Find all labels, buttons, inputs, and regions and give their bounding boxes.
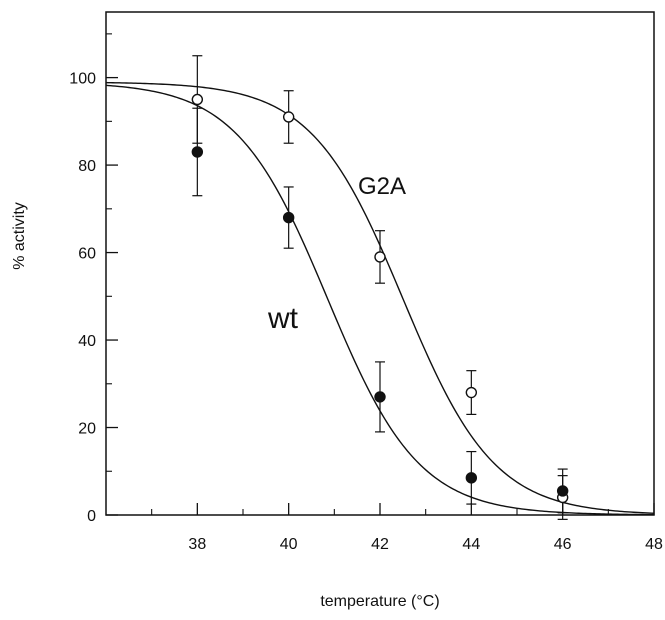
data-point-g2a <box>374 251 386 263</box>
error-bars <box>192 55 568 520</box>
y-tick-label: 100 <box>69 71 96 88</box>
y-tick-label: 80 <box>78 158 96 175</box>
x-tick-label: 44 <box>462 536 480 553</box>
series-label-g2a: G2A <box>358 173 406 200</box>
fit-curve-wt <box>105 84 655 516</box>
x-tick-label: 40 <box>280 536 298 553</box>
tick-labels: 38 40 42 44 46 48 0 20 40 60 80 100 <box>69 71 663 553</box>
data-points <box>191 93 569 504</box>
x-axis-title: temperature (°C) <box>320 593 439 610</box>
fit-curves <box>105 81 655 516</box>
y-tick-label: 40 <box>78 333 96 350</box>
y-tick-label: 20 <box>78 421 96 438</box>
y-axis-title: % activity <box>11 202 28 270</box>
data-point-wt <box>556 485 569 497</box>
y-tick-label: 0 <box>87 508 96 525</box>
data-point-wt <box>191 146 204 158</box>
x-tick-label: 48 <box>645 536 663 553</box>
data-point-wt <box>374 391 386 403</box>
data-point-wt <box>282 211 295 224</box>
data-point-g2a <box>282 111 295 123</box>
x-tick-label: 42 <box>371 536 389 553</box>
x-tick-label: 38 <box>188 536 206 553</box>
data-point-wt <box>465 472 478 484</box>
data-point-g2a <box>191 93 204 106</box>
data-point-g2a <box>465 386 478 399</box>
fit-curve-g2a <box>105 81 655 514</box>
x-tick-label: 46 <box>554 536 572 553</box>
y-tick-label: 60 <box>78 246 96 263</box>
series-label-wt: wt <box>267 302 299 335</box>
